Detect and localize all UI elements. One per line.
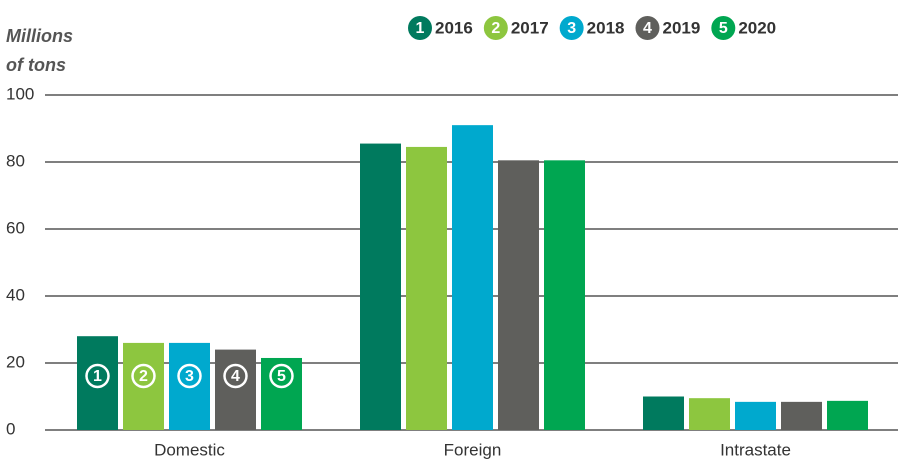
legend-badge-label: 1 [416,20,425,37]
y-tick-label: 0 [6,419,15,438]
legend-badge-label: 3 [567,20,576,37]
legend-badge-label: 2 [491,20,500,37]
bar [827,400,868,430]
legend-badge-label: 4 [643,20,652,37]
bar-badge-label: 4 [231,368,240,385]
bar [215,349,256,430]
legend-badge [711,16,736,40]
bar [261,357,302,430]
bar [406,146,447,431]
bar-badge [131,363,156,389]
y-tick-label: 20 [6,352,25,371]
legend-label: 2018 [587,18,625,37]
bar [781,401,822,430]
bar-badge-label: 5 [277,368,286,385]
bar [643,396,684,430]
bar-badge-label: 2 [139,368,148,385]
y-tick-label: 100 [6,84,34,103]
y-axis-label: of tons [6,55,66,75]
y-tick-label: 80 [6,151,25,170]
bar [498,160,539,430]
legend-badge [483,16,508,40]
y-axis-label: Millions [6,26,73,46]
legend-badge [635,16,660,40]
bar-badge [269,363,294,389]
bar [689,398,730,430]
legend-badge-label: 5 [719,20,728,37]
bar-badge-label: 3 [185,368,194,385]
bar [452,125,493,431]
legend-badge [559,16,584,40]
bar-badge-label: 1 [93,368,102,385]
bar-badge [223,363,248,389]
y-tick-label: 60 [6,218,25,237]
legend-label: 2019 [662,18,700,37]
x-tick-label: Foreign [444,440,502,459]
x-tick-label: Domestic [154,440,225,459]
legend-label: 2017 [511,18,549,37]
bar-badge [177,363,202,389]
bar [735,401,776,430]
bar [360,143,401,430]
bar [77,336,118,430]
legend-badge [408,16,432,40]
bar [544,160,585,430]
bar-badge [85,363,110,389]
legend-label: 2020 [738,18,776,37]
x-tick-label: Intrastate [720,440,791,459]
legend-label: 2016 [435,18,473,37]
y-tick-label: 40 [6,285,25,304]
